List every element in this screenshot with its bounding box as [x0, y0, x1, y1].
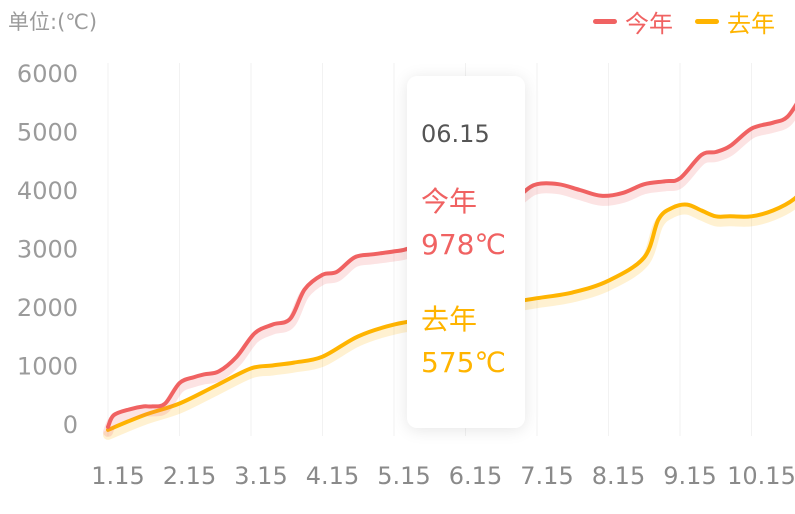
y-tick-label-2: 2000 [17, 294, 78, 322]
series-shadow-1 [103, 196, 795, 440]
x-tick-label-5: 6.15 [449, 462, 502, 490]
tooltip-last-year-value: 575℃ [421, 346, 506, 379]
y-tick-label-6: 6000 [17, 60, 78, 88]
legend-swatch-last-year [695, 19, 719, 24]
x-tick-label-3: 4.15 [306, 462, 359, 490]
x-tick-label-4: 5.15 [377, 462, 430, 490]
tooltip: 06.15 今年 978℃ 去年 575℃ [407, 76, 525, 428]
y-tick-label-4: 4000 [17, 177, 78, 205]
legend-swatch-this-year [593, 19, 617, 24]
x-tick-label-8: 9.15 [663, 462, 716, 490]
tooltip-date: 06.15 [421, 120, 490, 148]
tooltip-last-year-name: 去年 [421, 303, 478, 336]
tooltip-this-year-value: 978℃ [421, 228, 506, 261]
unit-label: 单位:(℃) [8, 10, 98, 34]
x-tick-label-6: 7.15 [520, 462, 573, 490]
y-tick-label-5: 5000 [17, 119, 78, 147]
x-tick-label-2: 3.15 [234, 462, 287, 490]
x-tick-label-1: 2.15 [163, 462, 216, 490]
x-tick-label-7: 8.15 [592, 462, 645, 490]
y-tick-label-0: 0 [63, 411, 78, 439]
legend-label-this-year: 今年 [625, 10, 673, 38]
legend-label-last-year: 去年 [727, 10, 775, 38]
x-tick-label-0: 1.15 [91, 462, 144, 490]
y-tick-label-1: 1000 [17, 353, 78, 381]
legend-item-last-year[interactable]: 去年 [695, 4, 775, 39]
legend: 今年 去年 [593, 4, 775, 39]
x-tick-label-9: 10.15 [727, 462, 795, 490]
tooltip-this-year-name: 今年 [421, 185, 478, 218]
series-line-1 [106, 195, 795, 432]
y-tick-label-3: 3000 [17, 236, 78, 264]
legend-item-this-year[interactable]: 今年 [593, 4, 673, 39]
